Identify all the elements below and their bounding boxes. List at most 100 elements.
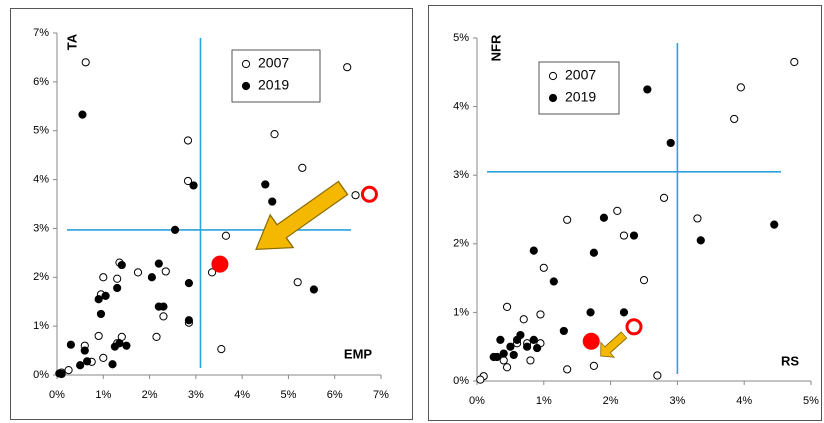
y-axis-label: NFR bbox=[488, 34, 503, 61]
y-tick-label: 4% bbox=[33, 173, 49, 185]
data-point bbox=[629, 231, 639, 240]
y-tick-label: 5% bbox=[33, 125, 49, 137]
data-point bbox=[96, 309, 106, 319]
data-point bbox=[170, 225, 180, 234]
data-point bbox=[502, 302, 512, 312]
data-point bbox=[506, 342, 515, 351]
data-point bbox=[519, 315, 528, 324]
y-tick-label: 3% bbox=[453, 169, 469, 181]
highlight-point bbox=[625, 318, 643, 336]
y-tick-label: 7% bbox=[33, 27, 49, 39]
data-point bbox=[559, 326, 568, 336]
data-point bbox=[693, 214, 702, 223]
x-tick-label: 4% bbox=[736, 395, 752, 407]
data-point bbox=[770, 220, 779, 229]
legend-box bbox=[538, 61, 620, 115]
data-point bbox=[154, 259, 163, 268]
data-point bbox=[110, 342, 119, 351]
x-axis-label: EMP bbox=[344, 346, 373, 361]
data-point bbox=[502, 363, 512, 372]
data-point bbox=[152, 332, 161, 341]
data-point bbox=[619, 308, 629, 317]
x-tick-label: 2% bbox=[603, 395, 619, 407]
data-point bbox=[643, 85, 652, 94]
data-point bbox=[563, 215, 572, 224]
data-point bbox=[113, 283, 122, 293]
data-point bbox=[639, 276, 649, 285]
data-point bbox=[64, 366, 73, 375]
panel-frame bbox=[10, 8, 413, 420]
data-point bbox=[790, 57, 799, 67]
data-point bbox=[533, 343, 542, 353]
data-point bbox=[81, 58, 90, 67]
data-point bbox=[80, 346, 89, 355]
y-axis-label: TA bbox=[64, 33, 79, 50]
legend-label: 2019 bbox=[565, 89, 596, 105]
y-tick-label: 0% bbox=[453, 375, 469, 387]
data-point bbox=[613, 206, 622, 215]
data-point bbox=[509, 350, 518, 360]
x-tick-label: 1% bbox=[95, 389, 111, 401]
data-point bbox=[207, 268, 217, 277]
legend-label: 2019 bbox=[258, 77, 289, 93]
arrow bbox=[600, 331, 628, 358]
data-point bbox=[489, 352, 498, 362]
data-point bbox=[653, 371, 662, 380]
panel-frame bbox=[428, 5, 822, 421]
data-point bbox=[113, 274, 122, 283]
data-point bbox=[499, 349, 508, 358]
y-tick-label: 1% bbox=[453, 306, 469, 318]
data-point bbox=[351, 191, 360, 200]
data-point bbox=[189, 181, 198, 190]
data-point bbox=[99, 353, 108, 362]
data-point bbox=[108, 360, 117, 369]
x-tick-label: 6% bbox=[327, 389, 343, 401]
data-point bbox=[549, 277, 558, 286]
highlight-point bbox=[211, 255, 229, 273]
data-point bbox=[343, 63, 352, 72]
data-point bbox=[730, 114, 739, 124]
x-tick-label: 0% bbox=[49, 389, 65, 401]
data-point bbox=[122, 341, 131, 350]
x-tick-label: 3% bbox=[188, 389, 204, 401]
data-point bbox=[184, 279, 194, 288]
data-point bbox=[293, 278, 302, 287]
x-tick-label: 2% bbox=[142, 389, 158, 401]
data-point bbox=[736, 83, 745, 92]
data-point bbox=[586, 308, 595, 317]
data-point bbox=[221, 231, 231, 240]
legend-label: 2007 bbox=[565, 67, 596, 83]
y-tick-label: 3% bbox=[33, 222, 49, 234]
x-tick-label: 4% bbox=[234, 389, 250, 401]
data-point bbox=[309, 285, 318, 294]
highlight-point bbox=[582, 332, 600, 350]
y-tick-label: 5% bbox=[453, 32, 469, 44]
data-point bbox=[496, 335, 505, 344]
y-tick-label: 1% bbox=[33, 320, 49, 332]
data-point bbox=[184, 316, 194, 325]
data-point bbox=[261, 180, 270, 189]
data-point bbox=[539, 263, 548, 272]
data-point bbox=[159, 302, 168, 311]
data-point bbox=[476, 375, 485, 384]
data-point bbox=[298, 163, 307, 172]
data-point bbox=[529, 335, 538, 344]
data-point bbox=[526, 356, 535, 365]
data-point bbox=[78, 110, 87, 119]
y-tick-label: 2% bbox=[453, 238, 469, 250]
x-tick-label: 7% bbox=[373, 389, 389, 401]
data-point bbox=[117, 260, 126, 270]
data-point bbox=[268, 197, 277, 206]
data-point bbox=[589, 361, 599, 371]
data-point bbox=[76, 361, 85, 370]
data-point bbox=[94, 331, 103, 341]
data-point bbox=[696, 236, 705, 245]
y-tick-label: 2% bbox=[33, 271, 49, 283]
data-point bbox=[66, 340, 75, 349]
data-point bbox=[270, 130, 279, 139]
data-point bbox=[666, 138, 675, 148]
data-point bbox=[659, 193, 669, 202]
y-tick-label: 4% bbox=[453, 101, 469, 113]
